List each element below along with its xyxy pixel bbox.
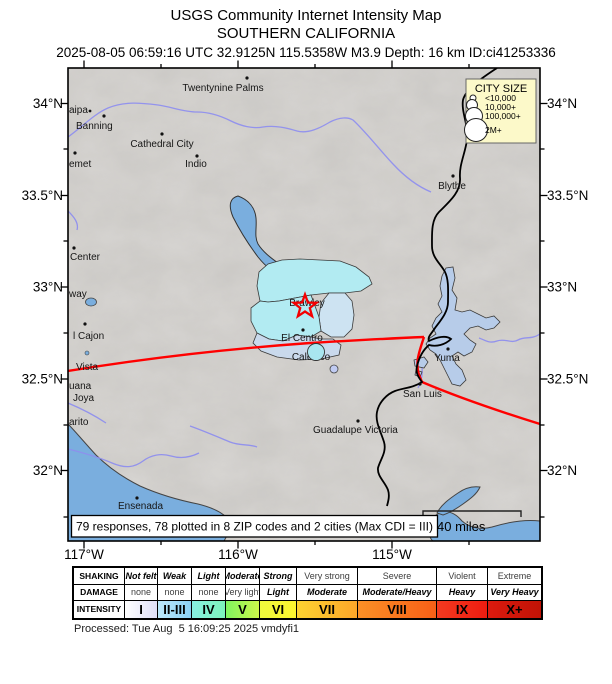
lon-label-116: 116°W: [218, 547, 258, 562]
damage-cell: none: [125, 584, 158, 602]
page-title: USGS Community Internet Intensity Map: [170, 7, 442, 24]
damage-cell: Light: [260, 584, 297, 602]
intensity-cell-VIII: VIII: [358, 601, 437, 618]
shaking-cell: Moderate: [226, 568, 260, 585]
scale-bar-label: 40 miles: [437, 519, 486, 534]
city-label-yuma: Yuma: [434, 353, 460, 364]
damage-cell: Heavy: [437, 584, 488, 602]
shaking-cell: Extreme: [488, 568, 541, 585]
lon-label-117: 117°W: [64, 547, 104, 562]
lat-label-left-34: 34°N: [33, 96, 63, 111]
city-label-cathedral-city: Cathedral City: [130, 139, 193, 150]
city-label-guadalupe-victoria: Guadalupe Victoria: [313, 425, 398, 436]
axis-labels: 34°N 33.5°N 33°N 32.5°N 32°N 34°N 33.5°N…: [22, 96, 589, 562]
colorado-delta-inlet: [436, 486, 481, 516]
lat-label-right-32-5: 32.5°N: [547, 372, 588, 387]
intensity-cell-VII: VII: [297, 601, 358, 618]
city-label-ensenada: Ensenada: [118, 501, 163, 512]
shaking-cell: Very strong: [297, 568, 358, 585]
intensity-cell-V: V: [226, 601, 260, 618]
state-border-river: [375, 68, 498, 507]
status-bar: 79 responses, 78 plotted in 8 ZIP codes …: [70, 514, 439, 538]
scale-bar: 40 miles: [422, 510, 522, 534]
city-label-valley-center: Center: [70, 252, 101, 263]
city-label-el-cajon: l Cajon: [73, 331, 104, 342]
city-label-banning: Banning: [76, 121, 113, 132]
shaking-cell: Weak: [158, 568, 192, 585]
shaking-cell: Light: [192, 568, 226, 585]
intensity-cell-IV: IV: [192, 601, 226, 618]
city-dots: [72, 76, 455, 500]
event-subtitle: 2025-08-05 06:59:16 UTC 32.9125N 115.535…: [56, 45, 556, 60]
damage-cell: Moderate: [297, 584, 358, 602]
intensity-cell-VI: VI: [260, 601, 297, 618]
shaking-cell: Severe: [358, 568, 437, 585]
city-label-san-luis: San Luis: [403, 389, 442, 400]
highways: [68, 335, 540, 426]
map-frame: [67, 67, 541, 542]
city-label-rosarito: arito: [69, 417, 89, 428]
city-size-entry-small: <10,000: [485, 93, 516, 103]
city-label-hemet: emet: [69, 159, 91, 170]
damage-cell: none: [158, 584, 192, 602]
region-title: SOUTHERN CALIFORNIA: [216, 25, 396, 42]
intensity-cell-IX: IX: [437, 601, 488, 618]
shaking-cell: Not felt: [125, 568, 158, 585]
intensity-cell-II-III: II-III: [158, 601, 192, 618]
damage-cell: Very light: [226, 584, 260, 602]
city-label-yucaipa: aipa: [69, 105, 88, 116]
row-header-damage: DAMAGE: [74, 584, 125, 602]
damage-cell: Moderate/Heavy: [358, 584, 437, 602]
city-size-legend-title: CITY SIZE: [475, 83, 527, 95]
lon-label-115: 115°W: [372, 547, 412, 562]
city-label-poway: way: [68, 289, 87, 300]
city-label-tijuana: uana: [69, 381, 92, 392]
city-label-blythe: Blythe: [438, 181, 466, 192]
intensity-legend-table: SHAKING Not felt Weak Light Moderate Str…: [72, 566, 543, 620]
damage-cell: Very Heavy: [488, 585, 541, 602]
status-bar-text: 79 responses, 78 plotted in 8 ZIP codes …: [76, 520, 433, 534]
axis-ticks: [60, 60, 548, 549]
lat-label-right-34: 34°N: [547, 96, 577, 111]
intensity-cell-X: X+: [488, 601, 541, 618]
lat-label-left-33: 33°N: [33, 280, 63, 295]
city-label-chula-vista: Vista: [76, 362, 98, 373]
city-label-indio: Indio: [185, 159, 207, 170]
lat-label-right-33-5: 33.5°N: [547, 188, 588, 203]
city-label-twentynine-palms: Twentynine Palms: [182, 83, 263, 94]
processed-timestamp: Processed: Tue Aug 5 16:09:25 2025 vmdyf…: [74, 623, 300, 635]
damage-cell: none: [192, 584, 226, 602]
epicenter-star-icon: [290, 291, 320, 319]
city-size-entry-medium: 10,000+: [485, 102, 516, 112]
row-header-shaking: SHAKING: [74, 568, 125, 585]
row-header-intensity: INTENSITY: [74, 601, 125, 618]
lat-label-left-32: 32°N: [33, 463, 63, 478]
small-intensity-circle: [329, 364, 339, 374]
shaking-cell: Violent: [437, 568, 488, 585]
city-label-la-joya: Joya: [73, 393, 95, 404]
city-size-entry-large: 100,000+: [485, 111, 521, 121]
city-labels: Twentynine Palms aipa Banning emet Cathe…: [68, 83, 466, 512]
small-lake-2: [84, 350, 90, 356]
intensity-cell-I: I: [125, 601, 158, 618]
city-size-entry-mega: 2M+: [485, 125, 502, 135]
rivers: [68, 102, 540, 468]
calexico-intensity-circle: [307, 343, 325, 361]
city-label-brawley: Brawley: [289, 298, 325, 309]
lat-label-right-32: 32°N: [547, 463, 577, 478]
city-size-legend: CITY SIZE <10,000 10,000+ 100,000+ 2M+: [464, 78, 537, 144]
lat-label-right-33: 33°N: [547, 280, 577, 295]
intensity-map: Twentynine Palms aipa Banning emet Cathe…: [22, 60, 589, 562]
city-label-el-centro: El Centro: [281, 333, 323, 344]
lat-label-left-32-5: 32.5°N: [22, 372, 63, 387]
small-lake: [85, 297, 97, 307]
lat-label-left-33-5: 33.5°N: [22, 188, 63, 203]
shaking-cell: Strong: [260, 568, 297, 585]
